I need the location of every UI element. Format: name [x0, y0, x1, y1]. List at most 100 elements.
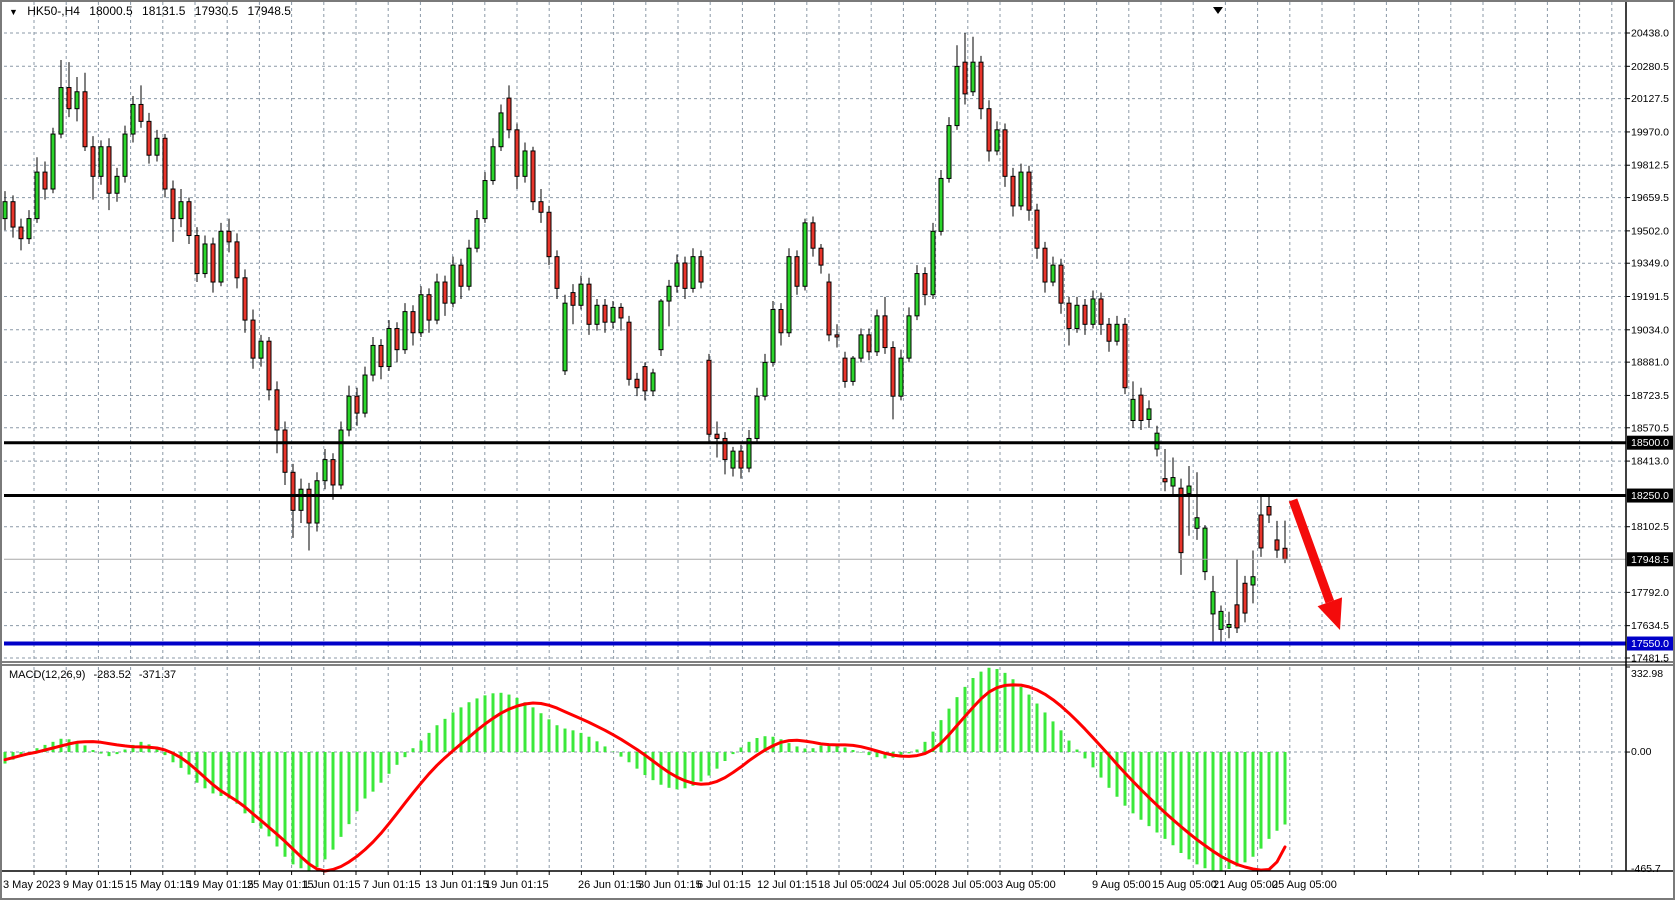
candle-body [34, 171, 40, 220]
candle-body [738, 450, 744, 469]
candle-body [82, 91, 88, 148]
candle-body [1098, 298, 1104, 325]
candle-body [602, 304, 608, 323]
candle-body [1122, 323, 1128, 389]
candle-body [1258, 514, 1264, 549]
candle-body [858, 334, 864, 359]
candle-body [386, 328, 392, 368]
high-value: 18131.5 [142, 4, 186, 18]
candle-body [538, 201, 544, 213]
candle-body [1234, 604, 1240, 629]
price-level-badge [1627, 488, 1673, 503]
candle-body [1042, 247, 1048, 283]
price-level-badge-label: 17550.0 [1631, 638, 1669, 650]
candle-body [26, 218, 32, 240]
candle-body [146, 120, 152, 156]
candle-body [530, 150, 536, 203]
candle-body [650, 372, 656, 392]
candle-body [258, 340, 264, 359]
candle-body [706, 359, 712, 435]
candle-body [634, 378, 640, 389]
current-price-badge-label: 17948.5 [1631, 554, 1669, 566]
symbol-period-label: HK50-,H4 [27, 4, 80, 18]
candle-body [514, 129, 520, 177]
candle-body [90, 146, 96, 177]
candle-body [178, 201, 184, 220]
candle-body [98, 146, 104, 177]
candle-body [1130, 398, 1136, 421]
candle-body [562, 302, 568, 372]
candle-body [10, 201, 16, 228]
candle-body [1074, 304, 1080, 330]
candles-group [2, 33, 1288, 643]
candle-body [778, 309, 784, 334]
candle-body [1002, 129, 1008, 177]
candle-body [346, 395, 352, 431]
price-tick-label: 18102.5 [1631, 521, 1669, 533]
candle-body [682, 262, 688, 289]
low-value: 17930.5 [194, 4, 239, 18]
trend-arrow-shaft [1288, 498, 1335, 604]
candle-body [506, 97, 512, 131]
price-tick-label: 17634.5 [1631, 620, 1669, 632]
time-axis-label: 3 May 2023 [3, 879, 60, 891]
time-axis-label: 19 May 01:15 [187, 879, 254, 891]
candle-body [754, 395, 760, 439]
candle-body [818, 247, 824, 266]
candle-body [1138, 394, 1144, 421]
candle-body [834, 334, 840, 338]
macd-tick-label: 332.98 [1631, 668, 1663, 680]
candle-body [290, 471, 296, 511]
time-axis-label: 25 May 01:15 [247, 879, 314, 891]
price-tick-label: 19970.0 [1631, 126, 1669, 138]
current-price-badge [1627, 552, 1673, 567]
candle-body [1050, 264, 1056, 283]
candle-body [338, 429, 344, 486]
symbol-dropdown-icon[interactable]: ▼ [9, 7, 18, 17]
candle-body [210, 243, 216, 283]
candle-body [298, 488, 304, 511]
candle-body [594, 304, 600, 325]
candle-body [554, 256, 560, 289]
candle-body [450, 264, 456, 304]
price-level-badge-label: 18500.0 [1631, 437, 1669, 449]
candle-body [378, 344, 384, 368]
candle-body [498, 112, 504, 148]
candle-body [154, 137, 160, 156]
candle-body [618, 306, 624, 319]
candle-body [978, 61, 984, 110]
chart-shift-marker-icon[interactable] [1213, 7, 1223, 14]
candle-body [1170, 477, 1176, 487]
candle-body [138, 103, 144, 122]
candle-body [1266, 506, 1272, 516]
price-tick-label: 17481.5 [1631, 653, 1669, 665]
candle-body [1210, 591, 1216, 615]
price-axis[interactable]: 20438.0 20280.5 20127.5 19970.0 19812.5 19659… [1626, 28, 1669, 665]
trend-arrow-head [1317, 597, 1343, 630]
time-axis-label: 15 Aug 05:00 [1152, 879, 1217, 891]
candle-body [746, 437, 752, 469]
macd-axis[interactable]: 332.98 0.00 -465.7 [1626, 666, 1663, 875]
candle-body [698, 256, 704, 283]
candle-body [1178, 487, 1184, 554]
price-tick-label: 17792.0 [1631, 587, 1669, 599]
candle-body [74, 91, 80, 110]
macd-tick-label: 0.00 [1631, 746, 1652, 758]
candle-body [170, 188, 176, 220]
price-tick-label: 19502.0 [1631, 225, 1669, 237]
trend-arrow[interactable] [1288, 498, 1343, 630]
time-axis-label: 21 Aug 05:00 [1213, 879, 1278, 891]
candle-body [1010, 175, 1016, 207]
macd-signal-line [3, 683, 1287, 873]
candle-body [418, 294, 424, 334]
candle-body [1106, 323, 1112, 342]
candle-body [410, 311, 416, 334]
candle-body [1186, 485, 1192, 494]
macd-indicator-header: MACD(12,26,9) -283.52 -371.37 [9, 669, 181, 681]
candle-body [1058, 264, 1064, 304]
candle-body [242, 277, 248, 321]
candle-body [218, 230, 224, 283]
candle-body [50, 133, 56, 190]
